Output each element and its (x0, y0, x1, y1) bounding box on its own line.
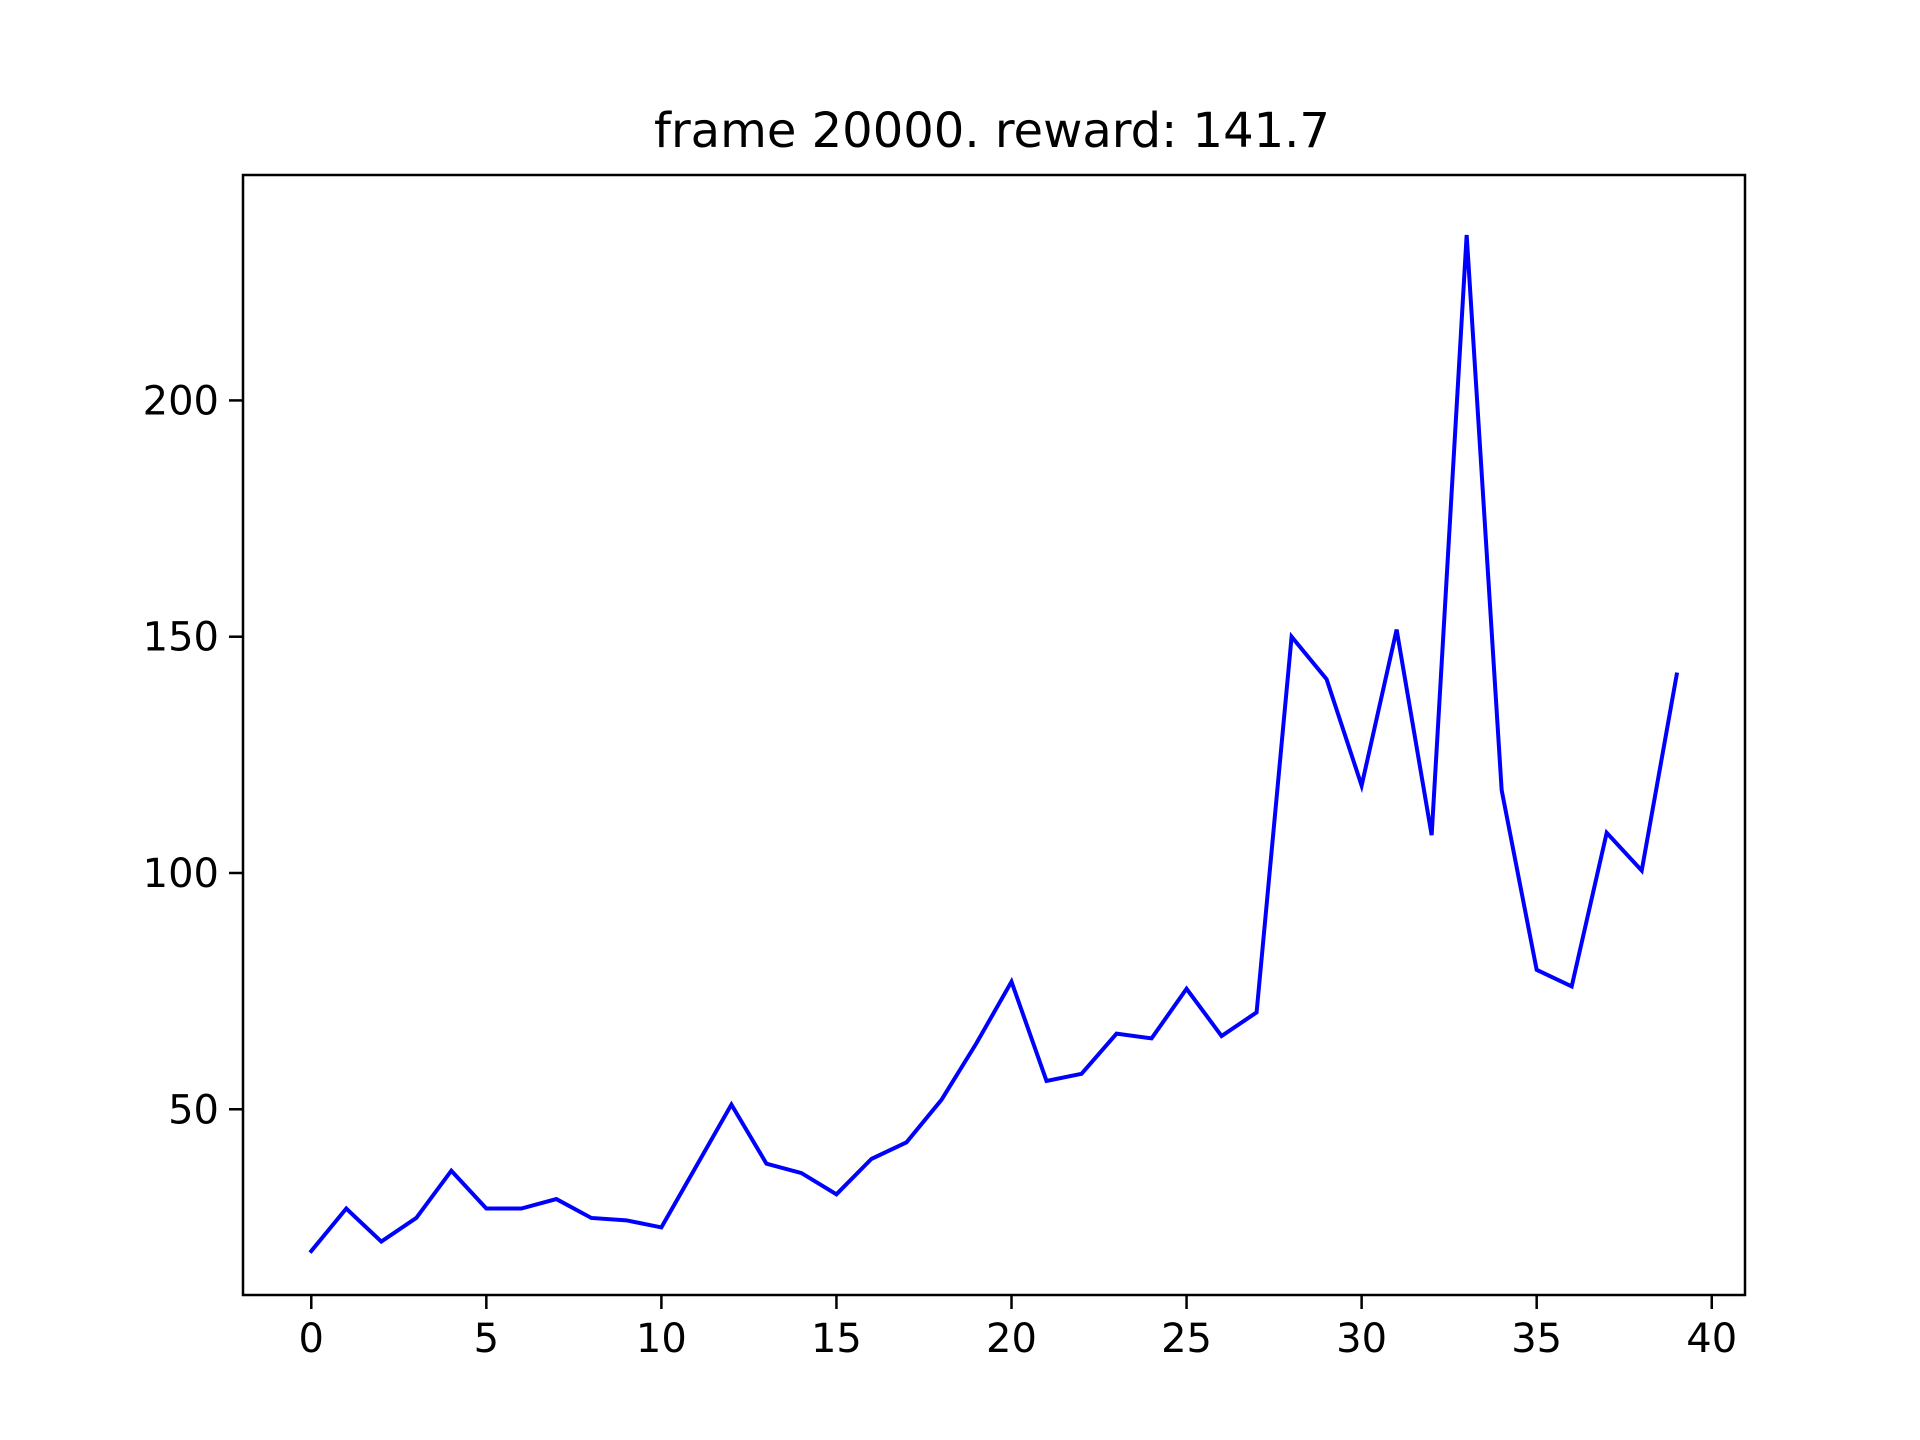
chart-title: frame 20000. reward: 141.7 (654, 103, 1330, 159)
plot-area (308, 234, 1680, 1254)
x-tick-label: 5 (474, 1316, 499, 1362)
y-tick-label: 200 (143, 378, 219, 424)
plot-frame (241, 173, 1747, 1297)
x-tick-label: 35 (1511, 1316, 1562, 1362)
x-tick-label: 40 (1686, 1316, 1737, 1362)
x-tick-label: 30 (1336, 1316, 1387, 1362)
x-tick-label: 20 (986, 1316, 1037, 1362)
axes: 0 5 10 15 20 25 30 35 40 50 100 150 200 (143, 173, 1747, 1362)
x-tick-label: 0 (299, 1316, 324, 1362)
x-tick-label: 25 (1161, 1316, 1212, 1362)
y-tick-label: 100 (143, 851, 219, 897)
x-tick-label: 15 (811, 1316, 862, 1362)
x-tick-label: 10 (636, 1316, 687, 1362)
y-tick-label: 150 (143, 615, 219, 661)
series-line (308, 234, 1680, 1254)
y-tick-label: 50 (168, 1087, 219, 1133)
